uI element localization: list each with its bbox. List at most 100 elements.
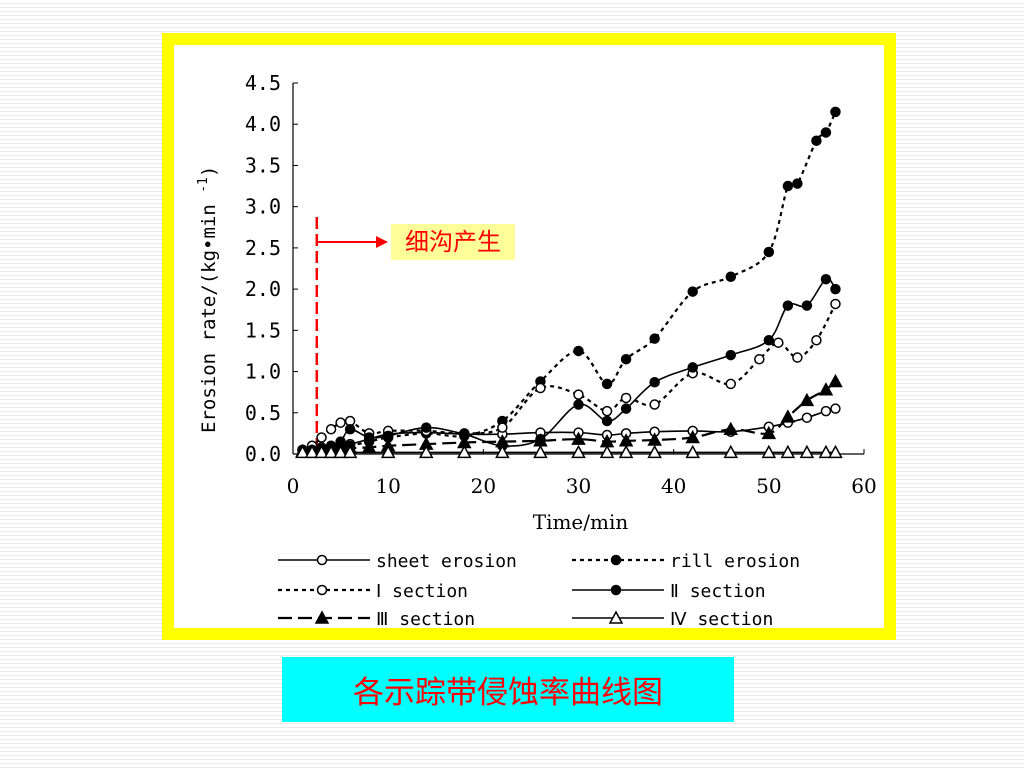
data-point-series-3	[754, 353, 765, 365]
axes: 0.0 0.5 1.0 1.5 2.0 2.5 3.0 3.5 4.0 4.5 0 10 20 30 40 5…	[196, 71, 877, 534]
data-point-series-5	[361, 439, 377, 454]
data-point-series-2	[687, 286, 698, 297]
data-point-series-2	[792, 178, 803, 189]
data-point-series-1	[801, 412, 813, 423]
y-axis-label-close: )	[198, 166, 220, 177]
x-tick-label: 40	[661, 474, 686, 498]
data-point-series-2	[601, 378, 613, 390]
legend: sheet erosion rill erosion Ⅰ section Ⅱ sect…	[278, 551, 800, 628]
data-point-series-4	[782, 300, 794, 311]
data-point-series-3	[325, 424, 337, 435]
data-point-series-6	[457, 444, 472, 459]
data-point-series-3	[830, 298, 841, 310]
data-point-series-2	[649, 333, 660, 344]
data-point-series-5	[780, 409, 796, 423]
data-point-series-5	[818, 382, 834, 396]
y-axis-label-main: Erosion rate/(kg•min	[198, 193, 220, 433]
y-tick-label: 1.0	[245, 360, 281, 384]
legend-marker-6	[608, 610, 624, 624]
data-point-series-3	[773, 337, 784, 348]
data-point-series-6	[799, 444, 815, 459]
data-point-series-2	[763, 246, 775, 258]
y-axis-label: Erosion rate/(kg•min -1)	[196, 166, 220, 433]
data-point-series-6	[780, 444, 796, 459]
data-point-series-5	[828, 373, 843, 388]
data-point-series-5	[761, 425, 777, 440]
data-point-series-4	[601, 415, 613, 427]
data-point-series-2	[830, 106, 841, 118]
data-point-series-6	[323, 444, 339, 459]
data-point-series-1	[820, 405, 832, 417]
series-lines	[302, 111, 837, 454]
y-tick-label: 2.0	[245, 277, 281, 301]
data-point-series-6	[533, 444, 548, 459]
data-point-series-3	[649, 399, 660, 410]
data-point-series-4	[830, 283, 841, 295]
data-point-series-4	[573, 399, 584, 410]
series-line-2	[302, 111, 837, 454]
data-point-series-4	[801, 300, 813, 311]
data-point-series-3	[497, 422, 508, 433]
data-point-series-2	[820, 127, 832, 138]
data-point-series-6	[333, 444, 348, 459]
data-point-series-2	[782, 180, 794, 192]
rill-onset-arrowhead	[376, 236, 388, 248]
data-point-series-6	[618, 444, 634, 459]
data-point-series-1	[830, 403, 841, 414]
x-tick-label: 10	[375, 474, 400, 498]
x-tick-label: 20	[471, 474, 496, 498]
data-point-series-4	[649, 377, 660, 388]
data-point-series-5	[571, 431, 586, 445]
y-tick-label: 3.0	[245, 195, 281, 219]
legend-label-3: Ⅰ section	[376, 581, 468, 602]
data-point-series-4	[820, 273, 832, 285]
data-point-series-3	[725, 378, 737, 390]
data-point-series-2	[725, 271, 737, 282]
data-point-series-2	[620, 353, 632, 365]
data-point-series-3	[601, 405, 613, 417]
data-point-series-6	[571, 444, 586, 459]
data-point-series-3	[792, 352, 803, 363]
legend-marker-3	[316, 584, 328, 596]
data-point-series-4	[725, 349, 737, 361]
legend-label-2: rill erosion	[670, 551, 800, 572]
data-point-series-5	[799, 392, 815, 407]
data-point-series-6	[723, 444, 739, 459]
data-point-series-3	[573, 389, 584, 400]
legend-label-1: sheet erosion	[376, 551, 517, 572]
x-tick-label: 0	[287, 474, 300, 498]
data-point-series-6	[295, 444, 310, 459]
data-point-series-3	[620, 392, 632, 404]
data-point-series-6	[599, 444, 615, 459]
legend-marker-5	[314, 610, 330, 624]
data-point-series-3	[316, 432, 327, 443]
data-point-series-6	[647, 444, 662, 459]
data-point-series-6	[314, 444, 329, 459]
data-point-series-6	[342, 444, 358, 459]
series-line-3	[302, 303, 837, 451]
data-point-series-6	[495, 444, 510, 459]
data-point-series-5	[685, 429, 700, 444]
y-tick-label: 4.0	[245, 112, 281, 136]
legend-marker-4	[610, 584, 622, 596]
data-point-series-6	[761, 444, 777, 459]
legend-marker-1	[316, 554, 328, 566]
data-point-series-4	[763, 334, 775, 346]
data-point-series-3	[811, 334, 822, 346]
data-point-series-4	[344, 424, 356, 435]
caption-text: 各示踪带侵蚀率曲线图	[353, 675, 663, 711]
y-tick-label: 4.5	[245, 71, 281, 95]
y-tick-label: 1.5	[245, 318, 281, 342]
data-point-series-2	[811, 135, 822, 146]
x-tick-label: 50	[756, 474, 781, 498]
x-tick-label: 60	[851, 474, 876, 498]
data-point-series-3	[335, 417, 346, 428]
data-point-series-6	[418, 444, 434, 459]
y-tick-label: 2.5	[245, 236, 281, 260]
chart-frame: 0.0 0.5 1.0 1.5 2.0 2.5 3.0 3.5 4.0 4.5 0 10 20 30 40 5…	[162, 33, 896, 640]
legend-label-5: Ⅲ section	[376, 609, 475, 628]
legend-marker-2	[610, 554, 622, 566]
erosion-rate-chart: 0.0 0.5 1.0 1.5 2.0 2.5 3.0 3.5 4.0 4.5 0 10 20 30 40 5…	[196, 71, 877, 628]
data-point-series-4	[687, 362, 698, 373]
data-point-series-5	[723, 421, 739, 436]
